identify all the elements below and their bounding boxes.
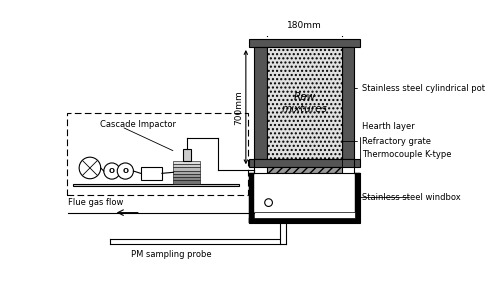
Bar	[248, 218, 360, 223]
Text: O: O	[109, 168, 115, 174]
Bar	[248, 159, 360, 167]
Text: Hearth layer: Hearth layer	[360, 122, 415, 160]
Text: Stainless steel cylindrical pot: Stainless steel cylindrical pot	[354, 84, 485, 95]
Text: Raw
mixtures: Raw mixtures	[282, 92, 328, 114]
Bar	[342, 47, 354, 159]
Bar	[248, 39, 360, 47]
Bar	[254, 47, 266, 159]
Bar	[174, 171, 201, 174]
Bar	[182, 149, 191, 161]
Bar	[174, 167, 201, 171]
Bar	[174, 177, 201, 181]
Bar	[355, 173, 360, 223]
Circle shape	[79, 157, 100, 179]
Bar	[174, 164, 201, 167]
Bar	[266, 167, 342, 173]
Text: Thermocouple K-type: Thermocouple K-type	[360, 150, 452, 166]
Bar	[174, 161, 201, 164]
Bar	[248, 173, 254, 223]
Bar	[141, 167, 162, 179]
Bar	[174, 174, 201, 177]
Text: Flue gas flow: Flue gas flow	[68, 198, 123, 207]
Text: Refractory grate: Refractory grate	[342, 136, 431, 168]
Text: Stainless steel windbox: Stainless steel windbox	[360, 193, 461, 202]
Circle shape	[264, 199, 272, 207]
Bar	[248, 173, 360, 223]
Text: Cascade Impactor: Cascade Impactor	[100, 120, 176, 128]
Circle shape	[118, 163, 134, 179]
Text: PM sampling probe: PM sampling probe	[131, 250, 212, 259]
Text: O: O	[122, 168, 128, 174]
Text: 700mm: 700mm	[234, 90, 243, 125]
Text: 180mm: 180mm	[287, 21, 322, 30]
Bar	[254, 212, 355, 218]
Circle shape	[104, 163, 120, 179]
Bar	[266, 47, 342, 159]
Bar	[174, 181, 201, 184]
Bar	[74, 184, 239, 186]
Bar	[67, 113, 248, 195]
